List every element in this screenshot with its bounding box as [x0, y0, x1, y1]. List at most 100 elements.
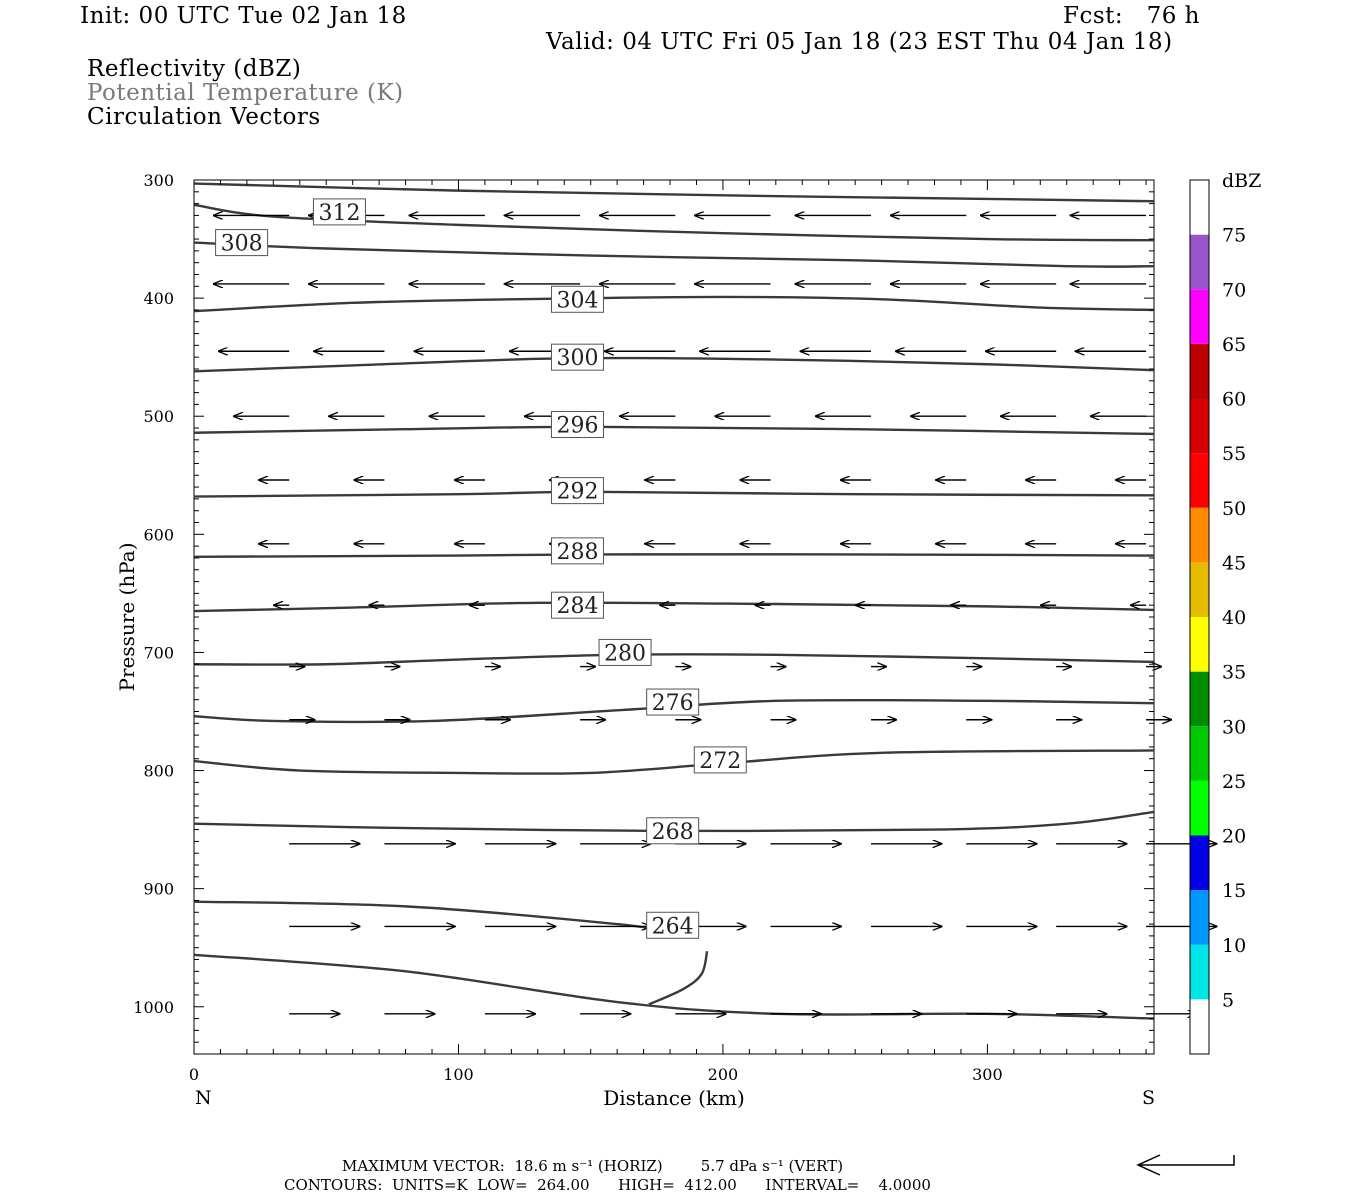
contour-label-box — [215, 229, 269, 257]
colorbar-segment — [1190, 999, 1209, 1054]
field-potential-temperature: Potential Temperature (K) — [87, 80, 404, 106]
x-axis-left-end-label: N — [195, 1087, 212, 1109]
colorbar-tick-label: 70 — [1222, 279, 1246, 301]
colorbar-segment — [1190, 944, 1209, 1000]
contour-label: 272 — [699, 749, 741, 774]
colorbar-border — [1189, 179, 1210, 1055]
y-tick-label: 300 — [143, 171, 174, 190]
colorbar-segment — [1190, 780, 1209, 836]
theta-contour-line — [193, 425, 1155, 436]
x-axis-label: Distance (km) — [603, 1086, 745, 1110]
colorbar-tick-label: 60 — [1222, 389, 1246, 411]
colorbar-segment — [1190, 726, 1209, 781]
theta-contour-line — [193, 203, 1155, 242]
contour-label: 276 — [652, 691, 694, 716]
colorbar-tick-label: 30 — [1222, 716, 1246, 738]
theta-contour-line — [193, 810, 1155, 833]
colorbar-tick-label: 35 — [1222, 662, 1246, 684]
contour-label-box — [312, 198, 366, 226]
theta-contour-line — [193, 490, 1155, 498]
theta-contours — [193, 182, 1155, 1020]
contour-label: 300 — [556, 346, 598, 371]
theta-contour-line — [193, 698, 1155, 724]
contour-label: 264 — [652, 914, 694, 939]
colorbar-tick-label: 75 — [1222, 225, 1246, 247]
theta-contour-line — [193, 601, 1155, 613]
contour-label-box — [550, 343, 604, 371]
contour-label-box — [550, 477, 604, 505]
colorbar-unit-label: dBZ — [1222, 170, 1261, 192]
colorbar-tick-label: 55 — [1222, 443, 1246, 465]
colorbar-segment — [1190, 507, 1209, 563]
valid-time: Valid: 04 UTC Fri 05 Jan 18 (23 EST Thu … — [546, 29, 1173, 55]
colorbar-segment — [1190, 453, 1209, 508]
x-tick-label: 200 — [708, 1065, 739, 1084]
colorbar-tick-label: 65 — [1222, 334, 1246, 356]
colorbar-segment — [1190, 343, 1209, 399]
colorbar-segment — [1190, 562, 1209, 617]
theta-contour-line — [193, 182, 1155, 203]
colorbar-segment — [1190, 234, 1209, 290]
contour-label-box — [693, 746, 747, 774]
colorbar-segment — [1190, 617, 1209, 672]
colorbar-segment — [1190, 890, 1209, 945]
theta-contour-line — [648, 950, 709, 1006]
contour-label: 304 — [556, 288, 598, 313]
colorbar-segment — [1190, 671, 1209, 727]
y-axis-label: Pressure (hPa) — [115, 543, 139, 692]
dbz-colorbar: dBZ 5 10 15 20 25 30 35 40 45 50 55 60 65 70 75 — [1189, 170, 1261, 1055]
theta-contour-line — [193, 953, 1155, 1020]
theta-contour-line — [193, 653, 1155, 666]
maximum-vector-note: MAXIMUM VECTOR: 18.6 m s⁻¹ (HORIZ) 5.7 d… — [342, 1157, 844, 1175]
init-time: Init: 00 UTC Tue 02 Jan 18 — [80, 3, 407, 29]
contour-label-box — [550, 410, 604, 438]
contour-label-box — [646, 688, 700, 716]
contour-label-box — [550, 591, 604, 619]
y-tick-label: 700 — [143, 643, 174, 662]
y-tick-label: 400 — [143, 289, 174, 308]
y-tick-label: 500 — [143, 407, 174, 426]
forecast-hour: Fcst: 76 h — [1063, 3, 1200, 29]
contour-label-box — [646, 817, 700, 845]
contour-label: 292 — [556, 480, 598, 505]
contour-label-box — [598, 638, 652, 666]
contour-label-box — [646, 911, 700, 939]
x-axis-right-end-label: S — [1142, 1087, 1155, 1109]
y-tick-label: 600 — [143, 525, 174, 544]
colorbar-segment — [1190, 289, 1209, 344]
contour-label: 280 — [604, 641, 646, 666]
colorbar-tick-label: 10 — [1222, 935, 1246, 957]
colorbar-tick-label: 45 — [1222, 552, 1246, 574]
contour-label: 284 — [556, 594, 598, 619]
theta-contour-line — [193, 295, 1155, 313]
contour-label: 268 — [652, 820, 694, 845]
colorbar-tick-label: 20 — [1222, 826, 1246, 848]
colorbar-tick-label: 15 — [1222, 880, 1246, 902]
theta-contour-line — [193, 749, 1155, 775]
contour-label-box — [550, 537, 604, 565]
contour-label-box — [550, 285, 604, 313]
colorbar-tick-label: 40 — [1222, 607, 1246, 629]
contour-label: 308 — [221, 232, 263, 257]
x-tick-label: 300 — [972, 1065, 1003, 1084]
contour-label: 288 — [556, 540, 598, 565]
colorbar-segment — [1190, 180, 1209, 235]
colorbar-tick-label: 25 — [1222, 771, 1246, 793]
theta-contour-line — [193, 356, 1155, 373]
x-tick-label: 100 — [443, 1065, 474, 1084]
x-tick-label: 0 — [189, 1065, 199, 1084]
y-tick-label: 900 — [143, 880, 174, 899]
theta-contour-line — [193, 553, 1155, 558]
y-tick-label: 1000 — [133, 998, 174, 1017]
colorbar-tick-label: 50 — [1222, 498, 1246, 520]
contour-info: CONTOURS: UNITS=K LOW= 264.00 HIGH= 412.… — [284, 1176, 931, 1194]
axes: Distance (km) Pressure (hPa) N S 0 100 200… — [115, 171, 1155, 1110]
contour-label: 296 — [556, 413, 598, 438]
colorbar-segment — [1190, 398, 1209, 454]
theta-contour-line — [193, 241, 1155, 268]
y-tick-label: 800 — [143, 762, 174, 781]
field-reflectivity: Reflectivity (dBZ) — [87, 56, 302, 82]
circulation-vectors — [214, 215, 1217, 1013]
